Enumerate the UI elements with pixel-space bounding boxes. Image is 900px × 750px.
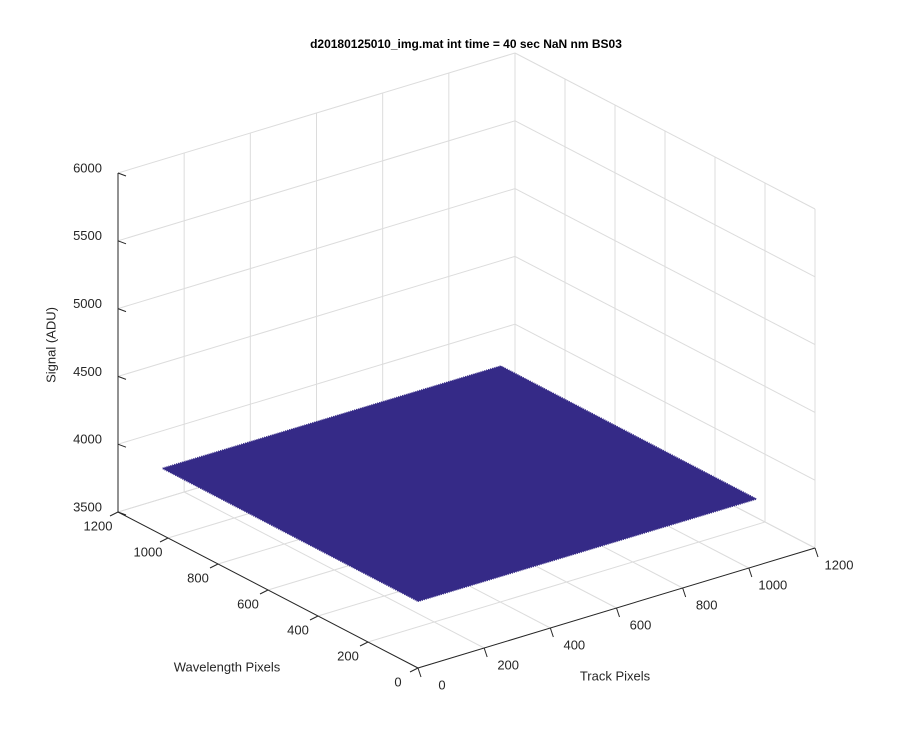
y-tick-label: 800 <box>187 570 209 585</box>
x-tick-label: 200 <box>497 657 519 672</box>
x-tick-label: 1200 <box>825 557 854 572</box>
y-tick <box>309 615 319 621</box>
x-tick <box>814 547 819 558</box>
grid-line <box>514 120 816 278</box>
z-tick-label: 4000 <box>73 432 102 447</box>
z-tick <box>117 375 127 380</box>
x-tick <box>549 627 554 638</box>
y-tick-label: 600 <box>237 596 259 611</box>
z-tick <box>117 308 127 313</box>
y-tick-label: 1200 <box>84 518 113 533</box>
y-tick <box>109 511 119 517</box>
grid-line <box>117 323 516 445</box>
grid-line <box>117 255 516 377</box>
z-tick-label: 4500 <box>73 364 102 379</box>
y-tick <box>209 563 219 569</box>
y-tick <box>409 667 419 673</box>
z-tick <box>117 443 127 448</box>
z-tick-label: 6000 <box>73 160 102 175</box>
y-tick <box>159 537 169 543</box>
x-axis-label: Track Pixels <box>580 668 651 683</box>
z-axis-label: Signal (ADU) <box>43 307 58 383</box>
grid-line <box>514 188 816 346</box>
grid-line <box>367 521 766 643</box>
grid-line <box>117 188 516 310</box>
grid-line <box>514 255 816 413</box>
z-tick-label: 5000 <box>73 296 102 311</box>
grid-line <box>117 52 516 174</box>
y-axis-label: Wavelength Pixels <box>174 659 281 674</box>
z-tick-label: 3500 <box>73 499 102 514</box>
z-tick <box>117 240 127 245</box>
chart-title: d20180125010_img.mat int time = 40 sec N… <box>310 37 622 51</box>
y-tick-label: 200 <box>337 648 359 663</box>
y-tick-label: 0 <box>394 674 401 689</box>
y-tick-label: 400 <box>287 622 309 637</box>
z-tick <box>117 172 127 177</box>
grid-line <box>514 52 816 210</box>
surface-patch <box>160 365 759 603</box>
x-tick <box>616 607 620 618</box>
x-tick-label: 800 <box>696 597 718 612</box>
z-tick <box>117 511 127 516</box>
x-tick-label: 400 <box>563 637 585 652</box>
grid-line <box>514 323 816 481</box>
x-tick <box>682 587 687 598</box>
y-tick-label: 1000 <box>134 544 163 559</box>
x-tick-label: 0 <box>438 677 445 692</box>
z-tick-label: 5500 <box>73 228 102 243</box>
y-tick <box>259 589 269 595</box>
x-tick-label: 600 <box>630 617 652 632</box>
grid-line <box>117 120 516 242</box>
x-tick <box>748 567 753 578</box>
x-tick <box>483 647 488 658</box>
x-tick-label: 1000 <box>758 577 787 592</box>
y-tick <box>359 641 369 647</box>
x-tick <box>417 667 422 678</box>
